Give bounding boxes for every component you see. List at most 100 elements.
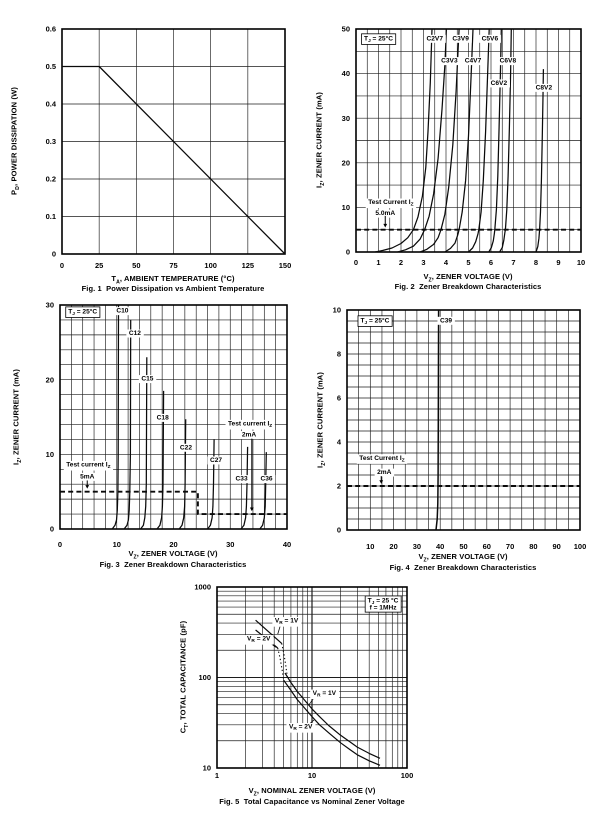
x-tick-labels: 10 20 30 40 50 60 70 80 90 100: [366, 542, 586, 551]
fig1-y-axis-label: PD, POWER DISSIPATION (W): [9, 86, 22, 196]
svg-text:C10: C10: [116, 308, 128, 315]
annotation-v-r-1v: VR = 1V: [310, 689, 340, 700]
svg-text:0.1: 0.1: [46, 212, 56, 221]
svg-text:VR = 1V: VR = 1V: [275, 618, 299, 627]
series-curve-C33: [240, 446, 249, 530]
svg-text:100: 100: [198, 673, 211, 682]
svg-text:40: 40: [283, 540, 291, 549]
fig5-x-axis-label: VZ, NOMINAL ZENER VOLTAGE (V): [248, 786, 376, 798]
svg-text:90: 90: [553, 542, 561, 551]
svg-text:50: 50: [342, 25, 350, 34]
annotation-2ma: 2mA: [374, 468, 395, 477]
svg-text:20: 20: [342, 158, 350, 167]
x-tick-labels: 0 10 20 30 40: [58, 540, 291, 549]
svg-text:40: 40: [342, 69, 350, 78]
series-curve-C27: [207, 439, 215, 530]
fig5-caption: Fig. 5 Total Capacitance vs Nominal Zene…: [219, 797, 405, 806]
fig2-x-axis-label: VZ, ZENER VOLTAGE (V): [423, 272, 513, 284]
svg-text:125: 125: [242, 261, 255, 270]
svg-text:20: 20: [46, 375, 54, 384]
svg-text:100: 100: [204, 261, 217, 270]
svg-text:C3V9: C3V9: [452, 35, 469, 42]
grid: [62, 29, 285, 254]
svg-text:2mA: 2mA: [377, 469, 392, 476]
annotation-test-current-i-z-: Test Current IZ: [356, 454, 408, 464]
svg-text:Test current IZ: Test current IZ: [228, 420, 272, 429]
x-tick-labels: 0 25 50 75 100 125 150: [60, 261, 291, 270]
annotation-v-r-2v: VR = 2V: [286, 723, 316, 733]
series-curve-C4V7: [444, 28, 474, 253]
svg-text:5: 5: [466, 258, 470, 267]
svg-text:Test Current IZ: Test Current IZ: [359, 455, 404, 464]
annotation-c15: C15: [138, 375, 157, 384]
svg-text:C18: C18: [157, 414, 169, 421]
svg-text:5mA: 5mA: [80, 473, 95, 480]
annotation-c33: C33: [233, 475, 251, 484]
svg-text:2: 2: [399, 258, 403, 267]
annotations: TJ = 25°C C2V7 C3V9 C5V6 C3V3 C4V7 C6V8 C6V2 C8V…: [361, 33, 555, 218]
svg-text:0.5: 0.5: [46, 62, 56, 71]
series-curve-C18: [156, 390, 165, 530]
svg-text:30: 30: [46, 301, 54, 310]
annotation-c6v2: C6V2: [488, 79, 510, 88]
annotation-v-r-2v: VR = 2V: [244, 635, 274, 645]
series-curve-C3V3: [397, 28, 448, 253]
series-curve-C22: [178, 419, 187, 530]
test-current-arrow: [379, 476, 384, 484]
svg-text:C3V3: C3V3: [441, 58, 458, 65]
svg-text:2mA: 2mA: [242, 432, 257, 439]
svg-text:C4V7: C4V7: [465, 58, 482, 65]
series-vr2v-dotted-transition: [277, 647, 285, 681]
annotation-t-j-25-c: TJ = 25°C: [361, 33, 397, 45]
fig1-x-axis-label: TA, AMBIENT TEMPERATURE (°C): [111, 274, 235, 286]
svg-text:10: 10: [308, 771, 316, 780]
svg-text:10: 10: [333, 306, 341, 315]
svg-text:8: 8: [534, 258, 538, 267]
series-vr1v-upper-line: [255, 619, 283, 644]
annotation-c12: C12: [126, 329, 144, 338]
series-curve-C39: [435, 309, 440, 531]
x-tick-labels: 1 10 100: [215, 771, 413, 780]
plot-border: [346, 309, 581, 531]
svg-text:40: 40: [436, 542, 444, 551]
svg-text:C2V7: C2V7: [427, 35, 444, 42]
test-current-arrow: [85, 480, 90, 489]
svg-text:10: 10: [366, 542, 374, 551]
y-tick-labels: 10 100 1000: [194, 583, 211, 773]
svg-text:C6V2: C6V2: [491, 80, 508, 87]
y-tick-labels: 0 0.1 0.2 0.3 0.4 0.5 0.6: [46, 25, 57, 259]
svg-text:0: 0: [337, 526, 341, 535]
svg-text:100: 100: [401, 771, 414, 780]
svg-text:10: 10: [342, 203, 350, 212]
svg-text:VR = 1V: VR = 1V: [313, 690, 337, 699]
fig2-caption: Fig. 2 Zener Breakdown Characteristics: [394, 282, 542, 291]
svg-text:VR = 2V: VR = 2V: [247, 636, 271, 645]
svg-text:VR = 2V: VR = 2V: [289, 724, 313, 733]
svg-text:8: 8: [337, 350, 341, 359]
series-curve-C10: [111, 304, 120, 530]
svg-text:TJ = 25°C: TJ = 25°C: [364, 34, 393, 44]
series-curve-C6V8: [499, 28, 512, 253]
svg-text:TJ = 25°C: TJ = 25°C: [360, 316, 389, 326]
grid: [217, 587, 408, 768]
svg-text:0.3: 0.3: [46, 137, 56, 146]
fig5-plot: TJ = 25 °Cf = 1MHz VR = 1V VR = 2V VR = 1V V…: [194, 583, 413, 780]
annotation-2ma: 2mA: [239, 431, 259, 440]
svg-text:4: 4: [337, 438, 342, 447]
y-tick-labels: 0 10 20 30: [46, 301, 54, 534]
svg-text:100: 100: [574, 542, 587, 551]
annotation-c36: C36: [258, 475, 276, 484]
plot-border: [216, 586, 408, 769]
svg-text:50: 50: [459, 542, 467, 551]
test-current-arrow: [383, 215, 388, 228]
annotation-test-current-i-z-: Test current IZ: [63, 460, 114, 471]
svg-text:150: 150: [279, 261, 292, 270]
svg-text:f = 1MHz: f = 1MHz: [370, 605, 398, 612]
svg-text:C15: C15: [141, 376, 153, 383]
series-curve-C12: [123, 319, 132, 530]
grid: [356, 29, 581, 252]
annotation-c3v3: C3V3: [438, 57, 461, 66]
series-curve-C3V9: [419, 28, 460, 253]
annotation-c18: C18: [154, 413, 172, 422]
